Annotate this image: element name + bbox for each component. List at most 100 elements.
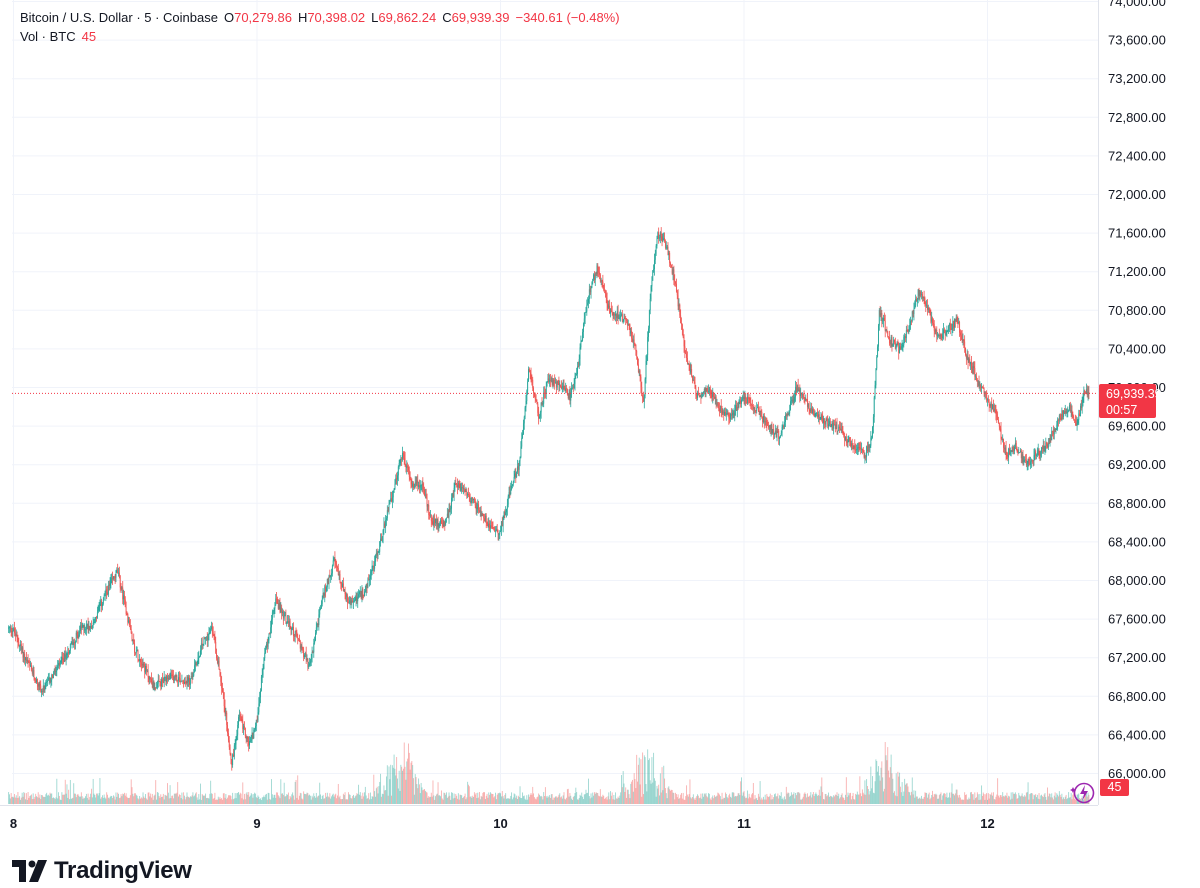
candle-body [31,665,32,670]
volume-bar [621,787,623,804]
candle-body [339,573,341,583]
candle-body [1086,389,1088,396]
candle-body [894,339,895,343]
volume-bar [434,799,436,804]
volume-bar [138,799,140,804]
volume-bar [52,797,54,804]
candle-body [220,675,222,682]
candle-body [276,598,278,604]
candle-body [825,418,827,425]
candle-body [396,478,398,480]
candle-body [974,368,976,377]
candle-body [979,385,981,387]
volume-bar [596,793,598,804]
legend-symbol[interactable]: Bitcoin / U.S. Dollar · 5 · Coinbase [20,10,218,25]
volume-bar [314,796,316,804]
volume-bar [1038,793,1040,804]
volume-bar [368,793,370,804]
candle-body [1041,447,1043,449]
volume-bar [468,786,470,804]
volume-bar [490,792,491,804]
candle-body [697,392,699,398]
volume-bar [559,793,561,804]
candle-body [528,369,530,372]
price-axis[interactable]: 74,000.0073,600.0073,200.0072,800.0072,4… [1098,0,1166,805]
legend-high-label: H [297,10,308,25]
candle-body [518,461,520,470]
candle-body [1056,424,1058,430]
volume-bar [457,798,458,804]
volume-bar [853,799,855,804]
volume-bar [780,792,782,804]
candle-body [805,398,807,401]
volume-bar [802,796,804,804]
volume-bar [227,797,229,804]
candle-body [151,682,153,688]
volume-bar [109,796,111,804]
volume-bar [714,795,715,804]
volume-bar [584,794,586,804]
volume-bar [880,767,882,804]
volume-bar [20,797,22,804]
y-tick-label: 72,400.00 [1108,148,1166,163]
candle-body [533,392,535,397]
candle-body [786,413,788,416]
candle-body [100,601,102,604]
volume-bar [24,793,26,804]
volume-bar [986,793,988,804]
candle-body [504,511,506,516]
candle-body [630,330,632,334]
volume-bar [558,794,560,804]
candle-body [9,627,10,629]
volume-bar [598,795,600,804]
candle-body [93,622,95,623]
volume-bar [1029,794,1031,804]
candle-body [241,719,243,722]
candle-body [529,371,531,373]
lightning-icon[interactable] [1070,781,1098,805]
candle-body [551,377,553,385]
volume-bar [869,791,871,804]
time-axis[interactable]: 8 9 10 11 12 [0,805,1098,832]
volume-bar [435,794,437,804]
volume-bar [836,792,838,804]
candle-body [424,489,425,496]
volume-bar [49,792,51,804]
volume-bar [430,792,432,804]
candle-body [591,282,593,288]
candle-body [737,407,739,408]
candle-body [109,583,111,586]
volume-bar [847,792,849,804]
volume-bar [586,793,588,804]
candle-body [916,299,918,302]
volume-bar [475,792,477,804]
volume-bar [755,798,757,804]
candle-body [276,598,278,600]
volume-bar [283,782,285,804]
volume-bar [1088,794,1090,804]
volume-bar [74,793,76,804]
volume-bar [943,793,945,804]
legend-volume-label[interactable]: Vol · BTC [20,29,76,44]
volume-bar [542,799,544,804]
volume-bar [346,799,348,804]
tradingview-logo[interactable]: TradingView [12,855,192,887]
candle-body [655,245,657,254]
candle-body [684,346,686,354]
y-tick-label: 67,600.00 [1108,612,1166,627]
volume-bar [882,777,884,804]
candle-body [225,712,227,714]
candle-body [413,486,415,488]
volume-bar [258,796,260,804]
candle-body [477,504,479,508]
candle-body [730,414,732,416]
volume-bar [519,786,521,804]
volume-bar [358,784,360,804]
volume-bar [217,796,219,804]
candle-body [864,456,866,458]
candle-body [1025,460,1027,466]
volume-bar [352,795,354,804]
candle-body [641,386,643,397]
